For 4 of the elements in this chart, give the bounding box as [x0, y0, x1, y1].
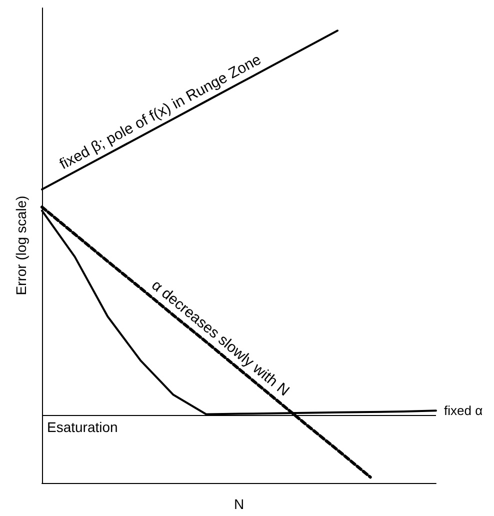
- ref-line-label: Esaturation: [47, 419, 118, 436]
- y-axis-title: Error (log scale): [13, 196, 29, 296]
- x-axis-title: N: [234, 496, 244, 512]
- series-label: fixed α: [444, 403, 484, 418]
